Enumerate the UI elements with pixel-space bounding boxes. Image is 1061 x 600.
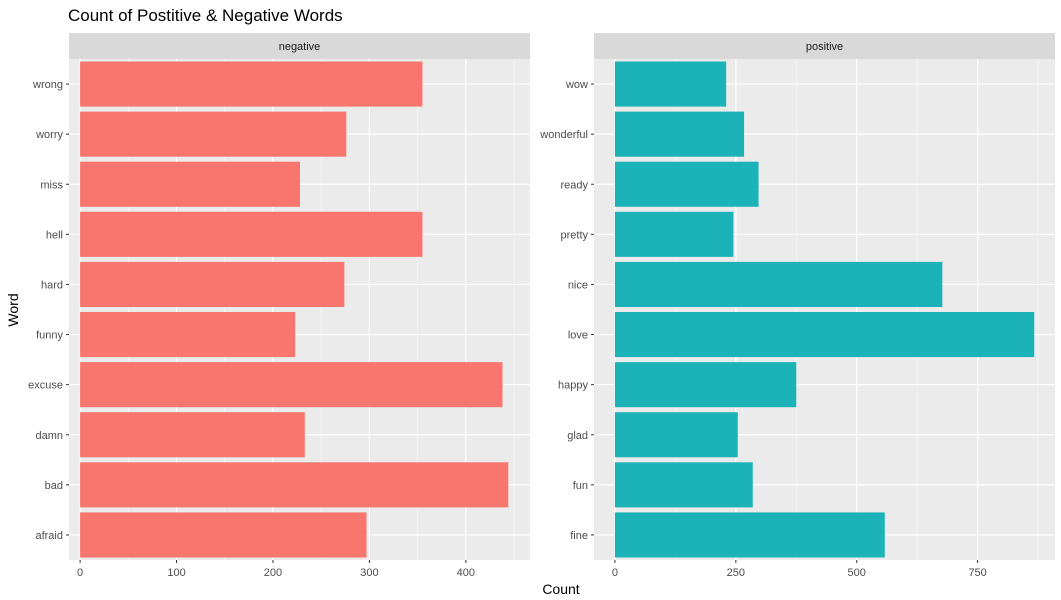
facet-strip-label: negative xyxy=(279,41,321,53)
y-tick-label: wonderful xyxy=(539,129,588,141)
facet-panels: negative afraid bad damn excuse funny hard hell… xyxy=(28,33,1055,579)
bar-love xyxy=(614,312,1035,358)
bar-wonderful xyxy=(614,111,745,157)
y-tick-label: hard xyxy=(41,279,63,291)
x-tick-label: 0 xyxy=(612,567,618,579)
facet-strip xyxy=(69,33,530,59)
facet-positive: positive fine fun glad happy love nice pretty re… xyxy=(539,33,1055,579)
y-tick-label: wrong xyxy=(32,79,63,91)
y-tick-label: nice xyxy=(568,279,588,291)
bar-wrong xyxy=(80,61,423,107)
facet-strip-label: positive xyxy=(806,41,843,53)
facet-strip xyxy=(594,33,1055,59)
y-tick-label: fun xyxy=(573,480,588,492)
x-axis-title: Count xyxy=(542,581,579,597)
x-tick-label: 250 xyxy=(727,567,745,579)
y-tick-label: glad xyxy=(567,430,588,442)
y-tick-label: afraid xyxy=(35,530,63,542)
x-tick-label: 100 xyxy=(167,567,185,579)
bar-ready xyxy=(614,161,759,207)
y-tick-label: pretty xyxy=(560,229,588,241)
y-tick-label: ready xyxy=(560,179,588,191)
bar-bad xyxy=(80,462,509,508)
y-tick-label: funny xyxy=(36,330,63,342)
bar-nice xyxy=(614,261,943,307)
bar-glad xyxy=(614,412,738,458)
bar-wow xyxy=(614,61,727,107)
x-tick-label: 500 xyxy=(848,567,866,579)
x-tick-label: 750 xyxy=(968,567,986,579)
bar-fine xyxy=(614,512,885,558)
bar-damn xyxy=(80,412,305,458)
y-axis-title: Word xyxy=(5,293,21,326)
y-tick-label: bad xyxy=(45,480,63,492)
chart-title: Count of Postitive & Negative Words xyxy=(68,6,343,25)
facet-negative: negative afraid bad damn excuse funny hard hell… xyxy=(28,33,530,579)
y-tick-label: worry xyxy=(35,129,63,141)
y-tick-label: damn xyxy=(35,430,63,442)
bar-miss xyxy=(80,161,300,207)
bar-afraid xyxy=(80,512,367,558)
y-tick-label: miss xyxy=(40,179,63,191)
bar-funny xyxy=(80,312,296,358)
bar-fun xyxy=(614,462,753,508)
y-tick-label: love xyxy=(568,330,588,342)
x-tick-label: 0 xyxy=(77,567,83,579)
y-tick-label: hell xyxy=(46,229,63,241)
bar-hell xyxy=(80,211,423,257)
y-tick-label: wow xyxy=(565,79,588,91)
y-tick-label: fine xyxy=(570,530,588,542)
x-tick-label: 200 xyxy=(264,567,282,579)
y-tick-label: happy xyxy=(558,380,588,392)
bar-happy xyxy=(614,362,797,408)
bar-worry xyxy=(80,111,347,157)
bar-excuse xyxy=(80,362,503,408)
bar-hard xyxy=(80,261,345,307)
y-tick-label: excuse xyxy=(28,380,63,392)
x-tick-label: 400 xyxy=(457,567,475,579)
x-tick-label: 300 xyxy=(360,567,378,579)
bar-pretty xyxy=(614,211,734,257)
